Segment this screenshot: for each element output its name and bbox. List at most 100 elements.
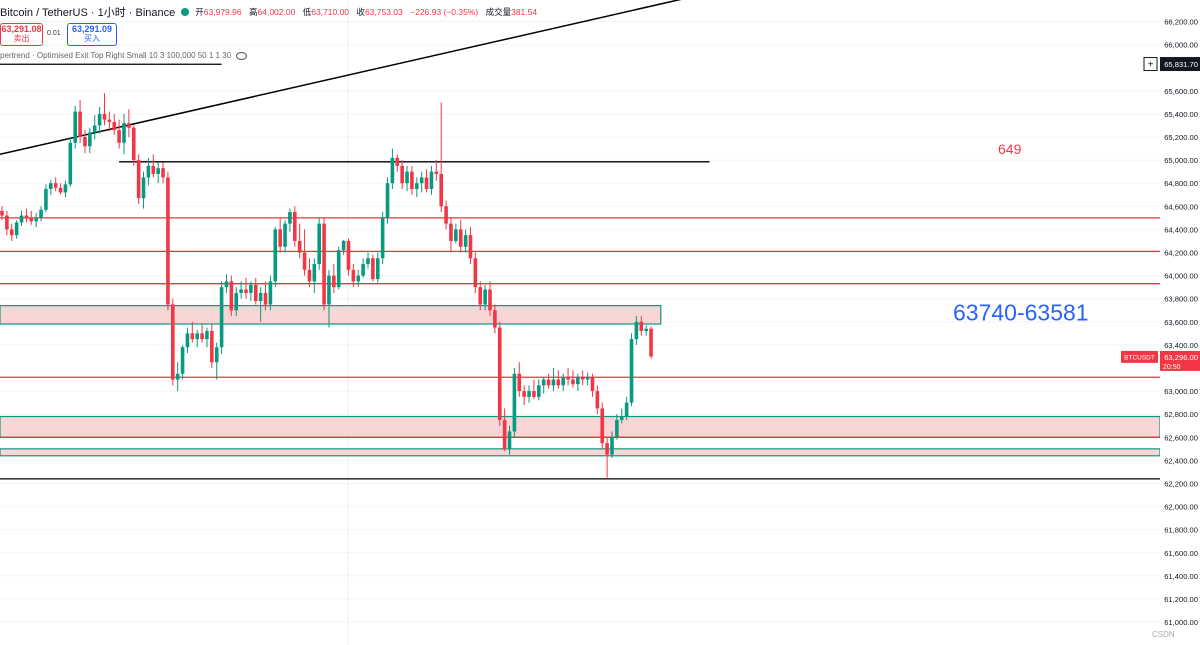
price-axis [1160,0,1200,645]
candle-body [307,269,312,282]
symbol-title[interactable]: Bitcoin / TetherUS · 1小时 · Binance [0,7,176,19]
candle-body [454,229,458,241]
ticker-label: BTCUSDT [1124,354,1155,361]
candle-body [429,171,434,189]
spread-value: 0.01 [47,30,61,37]
candle-body [615,419,619,438]
candle-body [488,289,492,311]
candle-body [458,229,463,247]
candle-body [463,235,468,247]
price-tick-label: 62,800.00 [1164,410,1198,419]
price-zone [0,305,662,325]
candle-body [268,281,273,305]
price-tick-label: 64,400.00 [1164,225,1198,234]
sell-button[interactable]: 63,291.08 卖出 [0,23,43,46]
volume-value: 381.54 [511,7,538,17]
candle-body [346,240,351,270]
candle-body [483,289,487,305]
candle-body [444,206,448,224]
candle-body [34,217,38,222]
candle-body [175,373,180,380]
countdown-label: 20:50 [1163,364,1181,371]
price-tick-label: 64,800.00 [1164,179,1198,188]
indicator-legend[interactable]: pertrend · Optimised Exit Top Right Smal… [0,51,248,60]
price-tick-label: 61,000.00 [1164,618,1198,627]
candle-body [253,284,258,302]
change-value: −226.93 (−0.35%) [410,7,479,17]
candle-body [180,347,185,374]
annotation-label: 63740-63581 [953,299,1089,325]
candle-body [473,258,478,288]
candle-body [166,177,170,305]
candle-body [576,377,580,385]
price-tick-label: 61,400.00 [1164,572,1198,581]
candle-body [58,187,63,193]
price-tick-label: 65,400.00 [1164,110,1198,119]
candle-body [49,183,53,189]
candle-body [493,310,497,328]
candle-body [502,419,507,449]
candle-body [317,223,321,265]
candle-body [351,269,356,282]
candle-body [546,379,551,386]
watermark: CSDN [1152,630,1175,639]
price-tick-label: 61,200.00 [1164,595,1198,604]
price-tick-label: 63,400.00 [1164,341,1198,350]
candle-body [624,402,629,417]
open-value: 63,979.96 [203,7,242,17]
candle-body [102,113,107,120]
candle-body [478,287,483,305]
candle-body [375,258,380,280]
candle-body [14,222,19,236]
candle-body [541,379,546,386]
candle-body [224,281,229,288]
candle-body [24,215,29,218]
candle-body [44,188,48,210]
current-price-badge [1160,57,1200,72]
price-tick-label: 65,600.00 [1164,87,1198,96]
candle-body [439,173,443,207]
price-tick-label: 62,200.00 [1164,480,1198,489]
eye-icon[interactable] [236,51,248,60]
candle-body [5,215,9,230]
close-value: 63,753.03 [364,7,403,17]
candle-body [610,437,614,455]
candle-body [571,379,575,385]
candle-body [634,321,639,340]
plus-button [1143,57,1158,72]
price-tick-label: 63,600.00 [1164,318,1198,327]
price-tick-label: 63,000.00 [1164,387,1198,396]
plus-icon: + [1148,60,1154,71]
last-price-label: 63,296.00 [1164,353,1198,362]
price-tick-label: 63,800.00 [1164,295,1198,304]
candle-body [244,289,248,293]
candle-body [512,373,517,432]
candle-body [112,121,117,131]
candle-body [258,292,263,302]
candle-body [263,292,268,305]
candle-body [146,165,151,178]
buy-button[interactable]: 63,291.09 买入 [67,23,117,46]
candle-body [449,223,453,241]
candle-body [283,223,287,247]
candle-body [395,157,400,166]
candle-body [566,377,570,380]
candle-body [9,229,14,236]
price-zone [0,448,1161,457]
candle-body [97,113,102,126]
candle-body [83,137,87,147]
ohlc-readout: 开63,979.96 高64,002.00 低63,710.00 收63,753… [195,7,538,17]
candle-body [73,111,77,143]
candle-body [380,217,385,259]
candle-body [327,275,331,305]
candle-body [605,443,609,455]
candle-body [249,284,253,293]
candle-body [219,287,224,348]
candle-body [151,165,156,174]
price-tick-label: 64,000.00 [1164,272,1198,281]
candle-body [639,321,644,332]
candle-body [293,212,297,241]
candle-body [234,292,239,311]
candle-body [361,264,365,276]
